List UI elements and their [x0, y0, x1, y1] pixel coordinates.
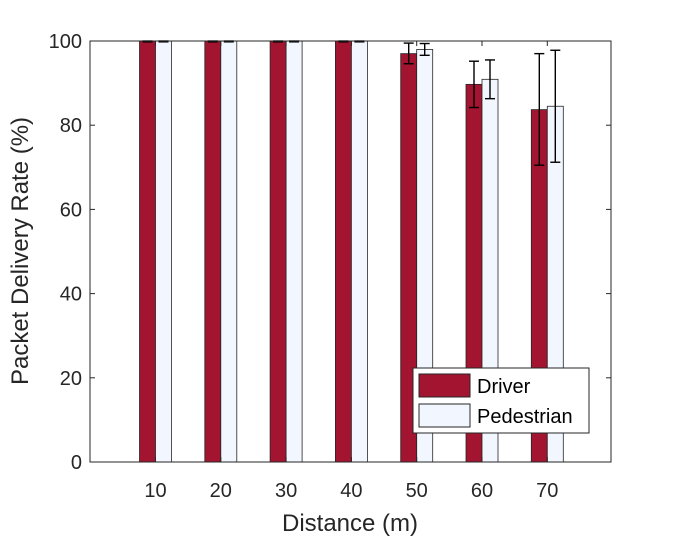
bars-group — [139, 40, 564, 463]
bar-pedestrian-40 — [350, 40, 368, 463]
error-bar-driver-50 — [403, 42, 414, 65]
error-bar-pedestrian-70 — [550, 49, 561, 163]
y-tick-label-60: 60 — [60, 199, 82, 221]
error-bar-driver-60 — [469, 60, 479, 109]
bar-pedestrian-30 — [285, 40, 303, 463]
x-tick-label-40: 40 — [340, 480, 362, 502]
x-tick-label-60: 60 — [471, 480, 493, 502]
legend-label-pedestrian: Pedestrian — [477, 406, 573, 428]
x-tick-label-50: 50 — [406, 480, 428, 502]
error-bar-pedestrian-50 — [419, 42, 430, 57]
x-axis: 10 20 30 40 50 60 70 — [144, 41, 558, 502]
bar-driver-20 — [204, 40, 222, 463]
legend-swatch-driver — [418, 373, 471, 398]
legend-label-driver: Driver — [477, 376, 531, 398]
bar-driver-30 — [269, 40, 287, 463]
x-tick-label-10: 10 — [144, 480, 166, 502]
x-tick-label-20: 20 — [210, 480, 232, 502]
y-tick-label-80: 80 — [60, 115, 82, 137]
bar-pedestrian-20 — [220, 40, 238, 463]
bar-pedestrian-10 — [155, 40, 172, 463]
x-tick-label-30: 30 — [275, 480, 297, 502]
plot-frame — [89, 40, 612, 463]
y-axis: 0 20 40 60 80 100 — [49, 31, 611, 474]
x-tick-label-70: 70 — [536, 480, 558, 502]
y-tick-label-0: 0 — [71, 452, 82, 474]
error-bar-pedestrian-60 — [485, 59, 495, 100]
y-axis-title: Packet Delivery Rate (%) — [7, 117, 34, 385]
bar-driver-40 — [334, 40, 352, 463]
legend: Driver Pedestrian — [412, 367, 590, 434]
y-tick-label-100: 100 — [49, 31, 82, 53]
legend-swatch-pedestrian — [418, 403, 471, 428]
x-axis-title: Distance (m) — [282, 510, 418, 537]
y-tick-label-20: 20 — [60, 368, 82, 390]
bar-driver-10 — [139, 40, 156, 463]
error-bar-driver-70 — [534, 52, 545, 166]
y-tick-label-40: 40 — [60, 284, 82, 306]
